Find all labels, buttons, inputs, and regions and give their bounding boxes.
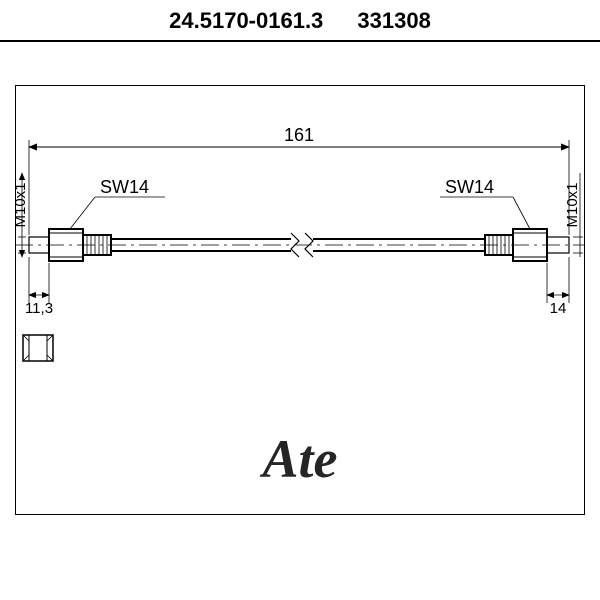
dim-overall-length: 161: [284, 125, 314, 145]
end-view-icon: [23, 335, 53, 361]
header-rule: [0, 40, 600, 42]
brand-logo: Ate: [263, 428, 338, 490]
page: 24.5170-0161.3 331308: [0, 0, 600, 600]
header: 24.5170-0161.3 331308: [0, 8, 600, 34]
part-number: 24.5170-0161.3: [169, 8, 323, 33]
label-right-thread: M10x1: [564, 182, 581, 227]
label-right-hex: SW14: [445, 177, 494, 197]
dim-right-end: 14: [550, 300, 567, 317]
dim-left-end: 11,3: [25, 300, 53, 317]
secondary-number: 331308: [357, 8, 430, 33]
label-left-hex: SW14: [100, 177, 149, 197]
